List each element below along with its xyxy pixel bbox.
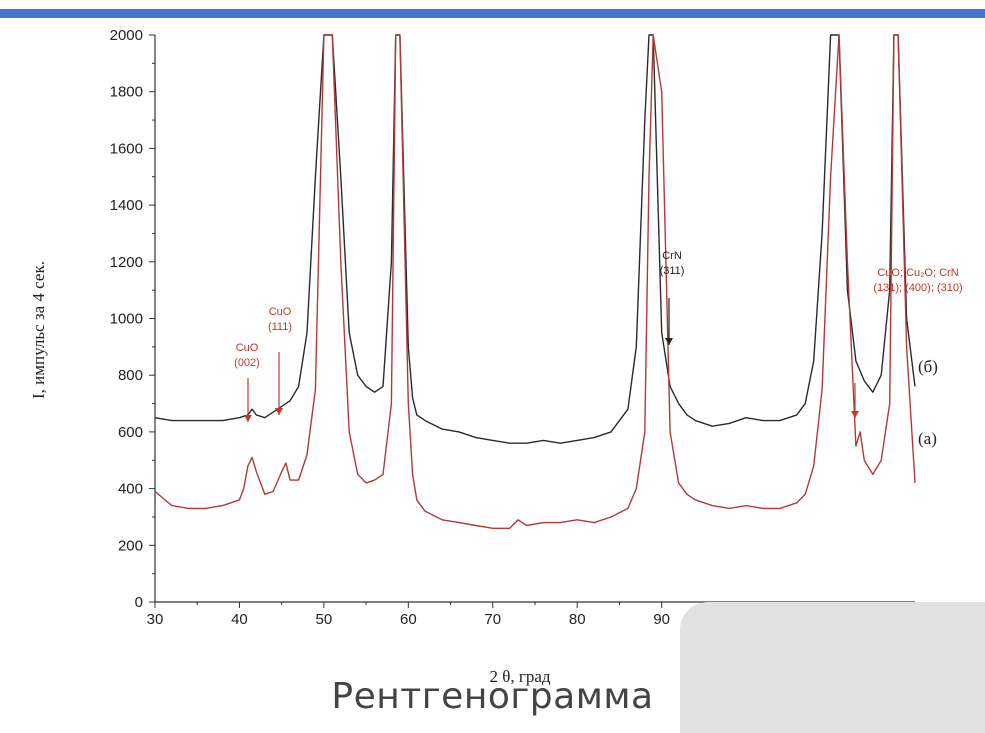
x-tick-label: 70 bbox=[484, 611, 501, 628]
annotation-label: (002) bbox=[234, 357, 260, 369]
annotation-arrow-head bbox=[665, 338, 673, 345]
chart-series-layer bbox=[154, 34, 916, 529]
page-caption: Рентгенограмма bbox=[331, 676, 654, 717]
x-axis-label: 2 θ, град bbox=[489, 667, 550, 686]
annotation-arrow-head bbox=[275, 408, 283, 415]
annotation-label: (111) bbox=[268, 321, 292, 333]
y-tick-label: 600 bbox=[118, 424, 143, 441]
y-tick-label: 400 bbox=[118, 481, 143, 498]
overlay-card bbox=[680, 602, 985, 733]
annotation-arrow-head bbox=[244, 415, 252, 422]
annotation-label: (311) bbox=[660, 265, 685, 277]
annotation-label: CuO; Cu₂O; CrN bbox=[877, 267, 958, 279]
x-tick-label: 90 bbox=[653, 611, 670, 628]
accent-line bbox=[0, 9, 985, 18]
annotation-arrow-head bbox=[851, 411, 859, 418]
x-tick-label: 60 bbox=[400, 611, 417, 628]
annotation-label: CrN bbox=[662, 250, 682, 262]
series-b-line bbox=[154, 34, 916, 444]
y-tick-label: 2000 bbox=[110, 27, 143, 44]
x-tick-label: 80 bbox=[569, 611, 586, 628]
y-tick-label: 200 bbox=[118, 537, 143, 554]
y-tick-label: 1400 bbox=[110, 197, 143, 214]
y-tick-label: 0 bbox=[135, 594, 143, 611]
chart-annotations-layer: CuO (002) CuO (111) CrN (311) CuO; Cu₂O; CrN (1… bbox=[234, 250, 963, 422]
curve-label-a: (а) bbox=[918, 429, 937, 448]
x-tick-label: 40 bbox=[231, 611, 248, 628]
y-tick-label: 800 bbox=[118, 367, 143, 384]
y-tick-label: 1600 bbox=[110, 140, 143, 157]
y-tick-label: 1800 bbox=[110, 84, 143, 101]
y-axis-label: I, импульс за 4 сек. bbox=[29, 261, 48, 399]
annotation-label: CuO bbox=[269, 306, 292, 318]
chart-axes: 3040506070809010011012002004006008001000… bbox=[110, 27, 928, 628]
annotation-label: CuO bbox=[236, 342, 259, 354]
series-a-line bbox=[154, 34, 916, 529]
top-accent-bar bbox=[0, 0, 985, 22]
curve-label-b: (б) bbox=[918, 357, 938, 376]
annotation-label: (131); (400); (310) bbox=[873, 282, 962, 294]
x-tick-label: 50 bbox=[316, 611, 333, 628]
x-tick-label: 30 bbox=[147, 611, 164, 628]
y-tick-label: 1000 bbox=[110, 311, 143, 328]
y-tick-label: 1200 bbox=[110, 254, 143, 271]
